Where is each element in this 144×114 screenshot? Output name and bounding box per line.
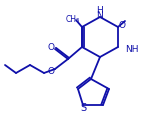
Text: NH: NH	[125, 45, 139, 54]
Text: O: O	[119, 20, 126, 29]
Text: O: O	[48, 42, 54, 51]
Text: O: O	[48, 66, 54, 75]
Text: H: H	[97, 5, 103, 14]
Text: CH₃: CH₃	[66, 14, 80, 23]
Text: S: S	[80, 102, 86, 112]
Text: N: N	[97, 10, 103, 19]
